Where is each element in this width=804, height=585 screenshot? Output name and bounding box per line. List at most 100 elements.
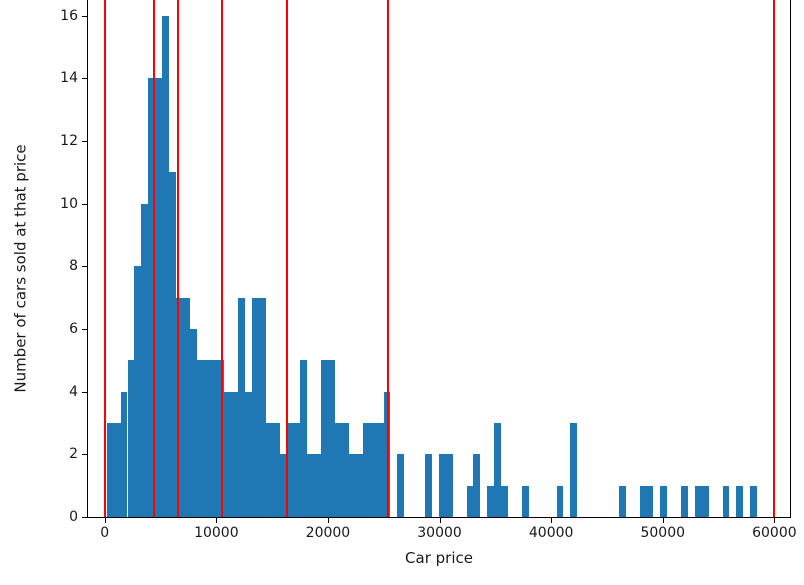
x-tick-label: 50000 — [640, 525, 686, 541]
y-tick-label: 12 — [60, 133, 78, 149]
y-tick-label: 4 — [69, 383, 78, 400]
x-tick — [327, 518, 329, 523]
histogram-bar — [681, 485, 688, 517]
red-vline — [152, 0, 155, 517]
histogram-bar — [736, 485, 744, 517]
histogram-bar — [238, 297, 246, 517]
histogram-bar — [293, 423, 301, 517]
histogram-bar — [750, 485, 758, 517]
histogram-bar — [570, 423, 578, 517]
histogram-bar — [646, 485, 654, 517]
histogram-bar — [286, 423, 294, 517]
red-vline — [285, 0, 288, 517]
histogram-bar — [321, 360, 329, 517]
y-axis — [87, 0, 88, 518]
histogram-bar — [438, 454, 446, 517]
histogram-bar — [556, 485, 564, 517]
y-tick — [82, 141, 87, 142]
y-tick — [82, 15, 87, 17]
histogram-bar — [162, 15, 169, 517]
histogram-bar — [134, 266, 142, 517]
histogram-bar — [175, 297, 183, 517]
x-tick — [104, 518, 106, 523]
y-tick — [82, 391, 87, 393]
histogram-bar — [210, 360, 218, 517]
histogram-bar — [307, 454, 315, 517]
x-tick — [439, 518, 441, 523]
y-tick — [82, 203, 87, 205]
x-tick-label: 40000 — [528, 525, 574, 541]
y-tick-label: 10 — [60, 195, 78, 212]
histogram-bar — [639, 485, 647, 517]
x-tick — [551, 518, 553, 523]
histogram-bar — [265, 423, 273, 517]
histogram-bar — [231, 391, 239, 517]
histogram-bar — [355, 454, 363, 517]
histogram-bar — [335, 423, 342, 517]
histogram-bar — [217, 360, 225, 517]
histogram-bar — [169, 172, 176, 517]
red-vline — [773, 0, 776, 517]
histogram-bar — [701, 485, 709, 517]
red-vline — [220, 0, 223, 517]
y-tick-label: 6 — [69, 321, 78, 337]
histogram-bar — [501, 485, 509, 517]
red-vline — [177, 0, 180, 517]
histogram-bar — [487, 485, 495, 517]
y-tick — [82, 266, 87, 268]
y-tick — [82, 329, 87, 330]
right-spine — [790, 0, 791, 518]
histogram-bar — [155, 78, 163, 517]
x-tick-label: 60000 — [752, 525, 797, 541]
histogram-bar — [618, 485, 626, 517]
histogram-bar — [314, 454, 322, 517]
histogram-bar — [300, 360, 308, 517]
histogram-bar — [466, 485, 474, 517]
histogram-bar — [279, 454, 287, 517]
y-tick — [82, 454, 87, 456]
x-tick-label: 0 — [100, 525, 110, 541]
histogram-bar — [694, 485, 702, 517]
histogram-bar — [445, 454, 453, 517]
x-tick-label: 30000 — [417, 525, 462, 541]
x-tick-label: 20000 — [305, 525, 351, 541]
histogram-bar — [362, 423, 370, 517]
y-tick-label: 16 — [60, 7, 78, 24]
histogram-bar — [376, 423, 384, 517]
histogram-bar — [425, 454, 432, 517]
histogram-bar — [120, 391, 128, 517]
x-tick — [662, 518, 664, 523]
y-tick — [82, 517, 87, 518]
y-tick-label: 14 — [60, 70, 78, 87]
y-tick-label: 0 — [69, 509, 78, 525]
histogram-bar — [182, 297, 190, 517]
histogram-bar — [473, 454, 481, 517]
histogram-bar — [203, 360, 211, 517]
histogram-bar — [148, 78, 156, 517]
x-axis — [87, 517, 791, 518]
histogram-bar — [224, 391, 232, 517]
y-tick — [82, 78, 87, 80]
histogram-bar — [113, 423, 121, 517]
histogram-bar — [660, 485, 668, 517]
histogram-bar — [494, 423, 502, 517]
histogram-bar — [272, 423, 280, 517]
histogram-bar — [369, 423, 377, 517]
x-tick — [216, 518, 218, 523]
histogram-bar — [348, 454, 356, 517]
y-tick-label: 2 — [69, 446, 78, 463]
histogram-bar — [521, 485, 529, 517]
x-tick-label: 10000 — [194, 525, 239, 541]
histogram-bar — [328, 360, 336, 517]
histogram-bar — [127, 360, 135, 517]
histogram-bar — [258, 297, 266, 517]
red-vline — [387, 0, 390, 517]
histogram-bar — [106, 423, 114, 517]
histogram-bar — [722, 485, 730, 517]
histogram-bar — [383, 391, 391, 517]
histogram-bar — [189, 329, 197, 517]
histogram-bar — [342, 423, 349, 517]
histogram-bar — [196, 360, 204, 517]
histogram-bar — [245, 391, 253, 517]
